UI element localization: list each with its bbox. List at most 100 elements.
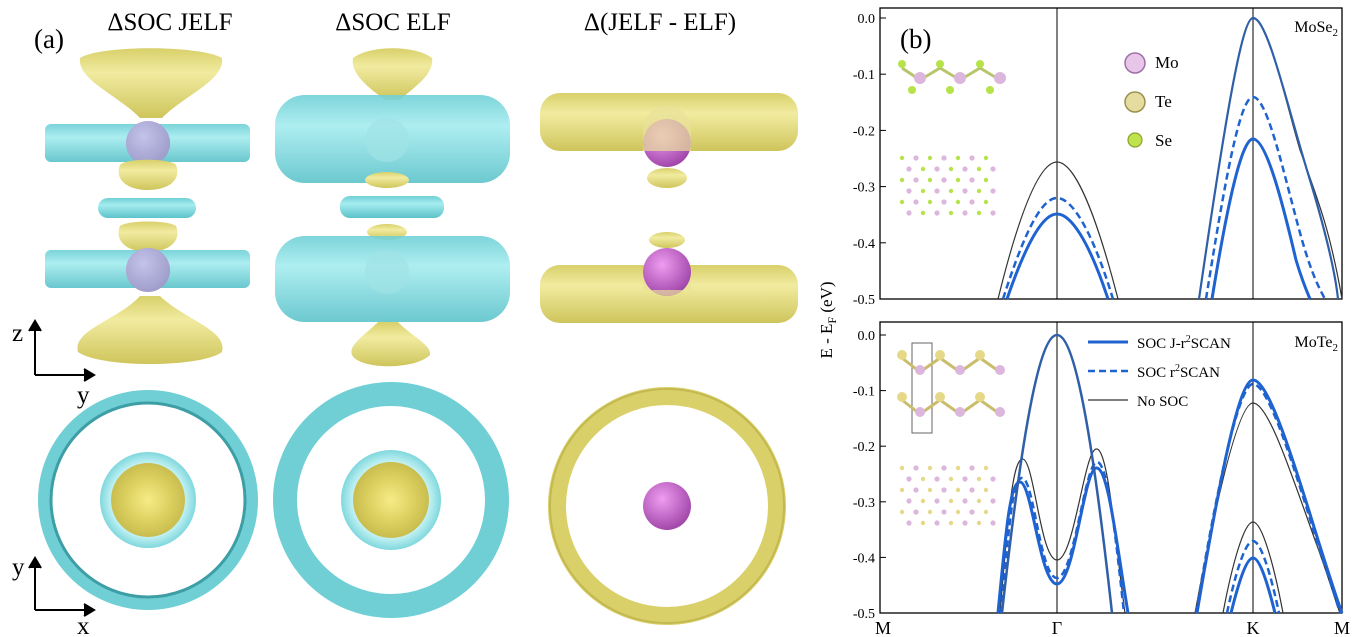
axes-side-view — [28, 319, 96, 382]
inset-crystal-mose2-side — [898, 60, 1006, 94]
ytick-label: -0.5 — [853, 607, 875, 622]
lattice-atom — [920, 498, 926, 504]
axes-top-view — [28, 556, 96, 617]
band-socr2scan-k-lower — [1225, 539, 1281, 614]
lattice-atom — [920, 210, 926, 216]
ytick-label: -0.4 — [853, 237, 875, 252]
lattice-atom — [913, 177, 919, 183]
ytick-label: -0.3 — [853, 181, 875, 196]
lattice-atom — [906, 166, 912, 172]
atom-label-te: Te — [1155, 92, 1172, 111]
kpoint-label-gamma: Γ — [1052, 618, 1062, 637]
material-label-mote2: MoTe2 — [1295, 334, 1338, 354]
material-label-mose2: MoSe2 — [1294, 19, 1338, 39]
lattice-atom — [955, 487, 961, 493]
lattice-atom — [962, 166, 968, 172]
chart-mote2: 0.0 -0.1 -0.2 -0.3 -0.4 -0.5 MoTe2 SOC J-r2SC… — [853, 321, 1344, 622]
ytick-label: -0.1 — [853, 68, 875, 83]
lattice-atom — [983, 465, 989, 471]
lattice-atom — [899, 465, 905, 471]
axis-label-y-top: y — [12, 554, 25, 581]
lattice-atom — [934, 166, 940, 172]
atom-se-icon — [1127, 132, 1143, 148]
lattice-atom — [948, 188, 954, 194]
lattice-atom — [906, 188, 912, 194]
band-socr2scan-gamma — [1001, 196, 1115, 300]
axis-label-y-side: y — [77, 382, 90, 409]
bands-mose2 — [997, 16, 1343, 300]
lattice-atom — [899, 199, 905, 205]
lattice-atom — [899, 487, 905, 493]
atom-te-icon — [1124, 91, 1146, 113]
lattice-atom — [969, 465, 975, 471]
lattice-atom — [969, 509, 975, 515]
lattice-atom — [913, 199, 919, 205]
lattice-atom — [941, 155, 947, 161]
kpoint-label-m1: M — [875, 618, 891, 637]
lattice-atom — [976, 188, 982, 194]
lattice-atom — [962, 520, 968, 526]
isosurface-top-jelf — [38, 390, 258, 610]
lattice-atom — [969, 155, 975, 161]
line-legend: SOC J-r2SCAN SOC r2SCAN No SOC — [1088, 334, 1231, 410]
lattice-atom — [913, 509, 919, 515]
lattice-atom — [934, 498, 940, 504]
atom-label-mo: Mo — [1155, 53, 1179, 72]
lattice-atom — [962, 210, 968, 216]
band-nosoc-gamma — [997, 161, 1119, 300]
lattice-atom — [941, 509, 947, 515]
lattice-atom — [969, 177, 975, 183]
lattice-atom — [976, 476, 982, 482]
lattice-atom — [920, 520, 926, 526]
lattice-atom — [948, 498, 954, 504]
lattice-atom — [948, 210, 954, 216]
panel-a-label: (a) — [34, 24, 64, 54]
lattice-atom — [990, 498, 996, 504]
band-socjr2scan-gamma — [1005, 212, 1110, 300]
lattice-atom — [969, 487, 975, 493]
column-title-3: Δ(JELF - ELF) — [584, 9, 736, 36]
ytick-label: -0.2 — [853, 440, 875, 455]
lattice-atom — [934, 188, 940, 194]
kpoint-label-m2: M — [1334, 618, 1350, 637]
chart-mose2: 0.0 -0.1 -0.2 -0.3 -0.4 -0.5 MoSe2 — [853, 7, 1343, 308]
ytick-label: -0.2 — [853, 124, 875, 139]
lattice-atom — [906, 210, 912, 216]
band-gamma-top — [1000, 333, 1114, 614]
band-socjr2scan-k-lower — [1229, 556, 1277, 614]
lattice-atom — [976, 210, 982, 216]
lattice-atom — [948, 520, 954, 526]
band-socjr2scan-k-upper — [1195, 378, 1344, 614]
lattice-atom — [899, 177, 905, 183]
lattice-atom — [990, 188, 996, 194]
axis-label-x: x — [77, 613, 90, 637]
lattice-atom — [990, 476, 996, 482]
lattice-atom — [906, 498, 912, 504]
lattice-atom — [955, 465, 961, 471]
lattice-atom — [990, 520, 996, 526]
lattice-atom — [941, 487, 947, 493]
yticks-mote2: 0.0 -0.1 -0.2 -0.3 -0.4 -0.5 — [853, 329, 886, 622]
band-nosoc-gamma2 — [999, 448, 1126, 614]
lattice-atom — [969, 199, 975, 205]
plot-frame-mose2 — [879, 7, 1343, 300]
legend-label-nosoc: No SOC — [1137, 394, 1188, 410]
lattice-atom — [955, 177, 961, 183]
lattice-atom — [920, 476, 926, 482]
lattice-atom — [927, 155, 933, 161]
legend-label-jr2scan: SOC J-r2SCAN — [1137, 334, 1231, 352]
kpoint-label-k: K — [1247, 618, 1260, 637]
column-title-1: ΔSOC JELF — [107, 9, 232, 36]
lattice-atom — [906, 476, 912, 482]
lattice-atom — [983, 509, 989, 515]
lattice-atom — [927, 465, 933, 471]
band-socr2scan-k-lower — [1204, 95, 1327, 300]
lattice-atom — [955, 509, 961, 515]
lattice-atom — [899, 509, 905, 515]
lattice-atom — [927, 199, 933, 205]
lattice-atom — [948, 166, 954, 172]
lattice-atom — [962, 188, 968, 194]
ytick-label: -0.4 — [853, 551, 875, 566]
yticks-mose2: 0.0 -0.1 -0.2 -0.3 -0.4 -0.5 — [853, 12, 886, 308]
